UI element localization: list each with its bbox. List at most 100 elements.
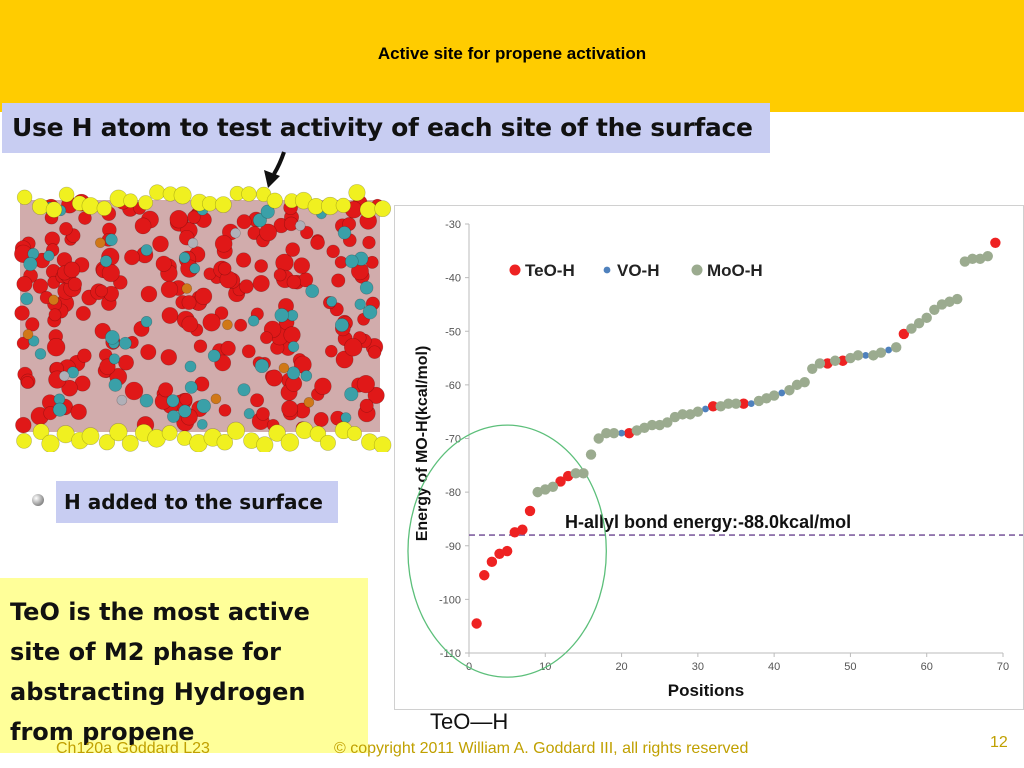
oxygen-atom (140, 344, 157, 361)
metal-atom (334, 318, 349, 333)
oxygen-atom (194, 287, 213, 305)
oxygen-atom (235, 252, 252, 268)
oxygen-atom (343, 338, 363, 357)
data-point-teo-h (471, 618, 482, 629)
tellurium-atom (22, 329, 34, 340)
hydrogen-atom (268, 424, 286, 442)
note-line: abstracting Hydrogen (10, 678, 306, 706)
oxygen-atom (160, 280, 179, 299)
data-point-moo-h (593, 433, 604, 444)
legend-label: MoO-H (707, 261, 763, 280)
oxygen-atom (75, 305, 91, 321)
metal-atom (237, 383, 251, 397)
oxygen-atom (179, 392, 193, 407)
data-point-moo-h (585, 449, 597, 460)
oxygen-atom (16, 275, 33, 293)
data-point-moo-h (677, 409, 688, 420)
oxygen-atom (14, 305, 30, 321)
data-point-moo-h (875, 347, 887, 358)
metal-atom (337, 226, 352, 240)
hydrogen-atom (173, 186, 192, 205)
metal-atom (243, 408, 255, 420)
legend-marker (603, 266, 611, 274)
data-point-teo-h (990, 237, 1001, 248)
oxygen-atom (214, 234, 233, 253)
h-added-label: H added to the surface (56, 481, 338, 523)
hydrogen-atom (138, 195, 154, 211)
metal-atom (43, 250, 55, 262)
data-point-moo-h (799, 376, 810, 388)
metal-atom (305, 284, 320, 298)
hydrogen-atom (149, 184, 166, 201)
oxygen-atom (331, 273, 346, 288)
metal-atom (105, 330, 120, 345)
oxygen-atom (124, 381, 144, 401)
data-point-vo-h (702, 405, 709, 413)
oxygen-atom (193, 339, 208, 353)
data-point-moo-h (570, 468, 581, 479)
data-point-vo-h (885, 346, 892, 354)
data-point-moo-h (578, 468, 589, 479)
hydrogen-atom (256, 436, 274, 452)
oxygen-atom (181, 295, 197, 310)
teo-active-site-note: TeO is the most active site of M2 phase … (0, 578, 368, 753)
oxygen-atom (77, 348, 92, 363)
oxygen-atom (63, 261, 81, 278)
data-point-vo-h (778, 389, 786, 397)
data-point-moo-h (814, 358, 826, 369)
hydrogen-atom (58, 186, 75, 203)
oxygen-atom (21, 376, 34, 389)
tellurium-atom (210, 393, 222, 405)
oxygen-atom (285, 242, 301, 257)
oxygen-atom (367, 345, 382, 359)
x-tick-label: 30 (692, 661, 704, 673)
data-point-teo-h (898, 328, 910, 340)
data-point-moo-h (891, 342, 902, 353)
oxygen-atom (359, 398, 374, 413)
metal-atom (344, 254, 359, 269)
hydrogen-atom (81, 427, 100, 446)
hydrogen-atom (16, 433, 32, 449)
oxygen-atom (158, 382, 174, 398)
metal-atom (252, 213, 267, 228)
oxygen-atom (254, 259, 268, 273)
metal-atom (178, 251, 191, 264)
oxygen-atom (260, 331, 273, 345)
data-point-teo-h (479, 570, 490, 581)
hydrogen-atom (16, 189, 33, 206)
metal-atom (354, 298, 366, 310)
oxygen-atom (187, 210, 201, 224)
metal-atom (52, 402, 67, 417)
hydrogen-atom (96, 200, 112, 217)
vanadium-atom (294, 220, 306, 231)
hydrogen-atom (32, 198, 49, 215)
metal-atom (28, 335, 40, 347)
metal-atom (100, 255, 113, 268)
callout-use-h-atom: Use H atom to test activity of each site… (2, 103, 770, 153)
y-tick-label: -40 (445, 273, 461, 285)
oxygen-atom (310, 235, 325, 251)
metal-atom (178, 404, 192, 418)
metal-atom (139, 393, 154, 408)
oxygen-atom (239, 279, 254, 294)
hydrogen-atom (266, 192, 283, 209)
data-point-moo-h (784, 385, 795, 396)
data-point-teo-h (738, 398, 749, 409)
oxygen-atom (25, 317, 40, 332)
metal-atom (254, 358, 270, 374)
data-point-moo-h (982, 250, 993, 262)
metal-atom (140, 244, 153, 257)
y-axis-label: Energy of MO-H(kcal/mol) (414, 346, 431, 542)
oxygen-atom (152, 235, 169, 253)
oxygen-atom (202, 313, 221, 332)
x-tick-label: 60 (921, 661, 933, 673)
oxygen-atom (265, 369, 283, 387)
oxygen-atom (214, 306, 229, 320)
oxygen-atom (356, 375, 375, 394)
oxygen-atom (181, 315, 199, 333)
bullet-icon (32, 494, 44, 506)
data-point-moo-h (662, 417, 673, 428)
oxygen-atom (124, 249, 140, 266)
hydrogen-atom (280, 433, 300, 452)
metal-atom (20, 292, 34, 306)
